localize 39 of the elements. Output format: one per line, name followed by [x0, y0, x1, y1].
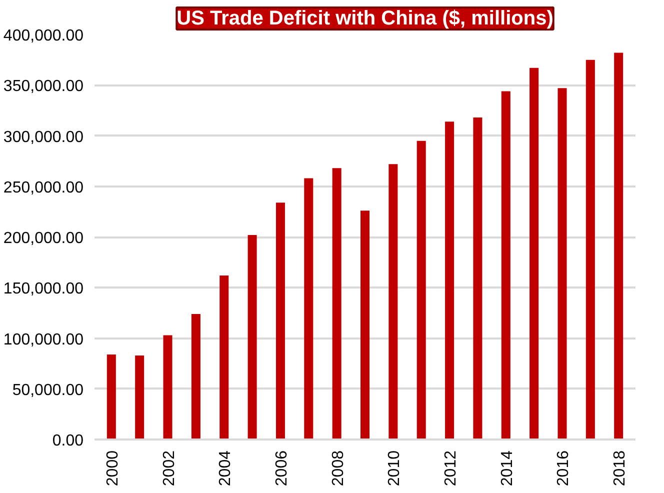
- chart-title: US Trade Deficit with China ($, millions): [176, 8, 554, 30]
- y-tick-label: 350,000.00: [3, 78, 84, 96]
- y-tick-label: 0.00: [52, 432, 84, 450]
- bar: [276, 202, 285, 440]
- x-tick-label: 2002: [160, 450, 178, 486]
- bar: [586, 60, 595, 440]
- y-tick-label: 200,000.00: [3, 230, 84, 247]
- bar: [248, 234, 257, 440]
- bar: [332, 168, 342, 440]
- x-tick-label: 2000: [104, 450, 122, 486]
- x-tick-label: 2008: [330, 450, 347, 486]
- x-tick-label: 2006: [273, 450, 290, 486]
- bar: [163, 335, 172, 440]
- bar: [445, 122, 454, 440]
- y-tick-label: 300,000.00: [3, 128, 84, 146]
- y-tick-label: 250,000.00: [3, 179, 84, 196]
- x-tick-label: 2010: [386, 450, 404, 486]
- bar: [473, 118, 482, 440]
- x-tick-label: 2016: [555, 450, 572, 486]
- bar: [135, 355, 144, 440]
- y-tick-label: 100,000.00: [3, 331, 84, 348]
- bar: [304, 178, 314, 440]
- bar: [530, 68, 539, 440]
- x-tick-label: 2014: [498, 450, 516, 486]
- y-tick-label: 50,000.00: [12, 382, 84, 399]
- x-tick-label: 2004: [217, 450, 234, 486]
- x-tick-label: 2018: [612, 450, 629, 486]
- bar: [106, 354, 116, 440]
- y-tick-label: 150,000.00: [3, 280, 84, 298]
- bar: [558, 88, 567, 440]
- bar: [191, 314, 200, 440]
- bar: [220, 275, 229, 440]
- y-tick-label: 400,000.00: [3, 28, 84, 44]
- bar: [388, 164, 398, 440]
- bar: [501, 91, 510, 440]
- x-tick-label: 2012: [442, 450, 460, 486]
- bar: [360, 210, 370, 440]
- bar: [614, 52, 624, 440]
- bar: [416, 140, 426, 440]
